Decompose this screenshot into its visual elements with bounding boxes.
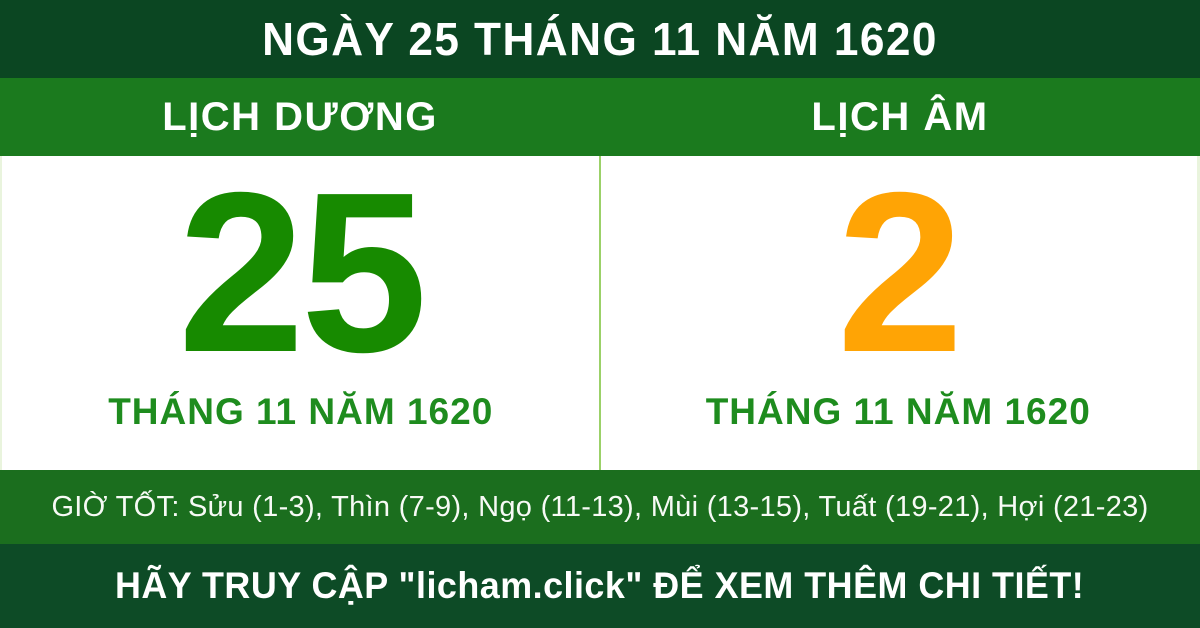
good-hours-bar: GIỜ TỐT: Sửu (1-3), Thìn (7-9), Ngọ (11-… (0, 470, 1200, 544)
solar-day-number: 25 (177, 146, 428, 400)
day-panels: 25 THÁNG 11 NĂM 1620 2 THÁNG 11 NĂM 1620 (0, 156, 1200, 470)
date-title-bar: NGÀY 25 THÁNG 11 NĂM 1620 (0, 0, 1200, 78)
footer-cta-text: HÃY TRUY CẬP "licham.click" ĐỂ XEM THÊM … (115, 565, 1085, 606)
lunar-calendar-label: LỊCH ÂM (811, 94, 989, 139)
vertical-divider (598, 156, 601, 470)
lunar-month-year-label: THÁNG 11 NĂM 1620 (705, 391, 1091, 433)
lunar-day-panel: 2 THÁNG 11 NĂM 1620 (600, 156, 1198, 470)
good-hours-text: GIỜ TỐT: Sửu (1-3), Thìn (7-9), Ngọ (11-… (51, 490, 1149, 523)
solar-month-year-label: THÁNG 11 NĂM 1620 (108, 391, 494, 433)
date-title: NGÀY 25 THÁNG 11 NĂM 1620 (262, 13, 938, 65)
calendar-type-header-band: LỊCH DƯƠNG LỊCH ÂM (0, 78, 1200, 156)
solar-day-panel: 25 THÁNG 11 NĂM 1620 (2, 156, 600, 470)
lunar-day-number: 2 (836, 146, 964, 400)
footer-bar: HÃY TRUY CẬP "licham.click" ĐỂ XEM THÊM … (0, 544, 1200, 628)
solar-calendar-label: LỊCH DƯƠNG (162, 94, 438, 139)
lunar-calendar-header: LỊCH ÂM (600, 78, 1200, 156)
solar-calendar-header: LỊCH DƯƠNG (0, 78, 600, 156)
